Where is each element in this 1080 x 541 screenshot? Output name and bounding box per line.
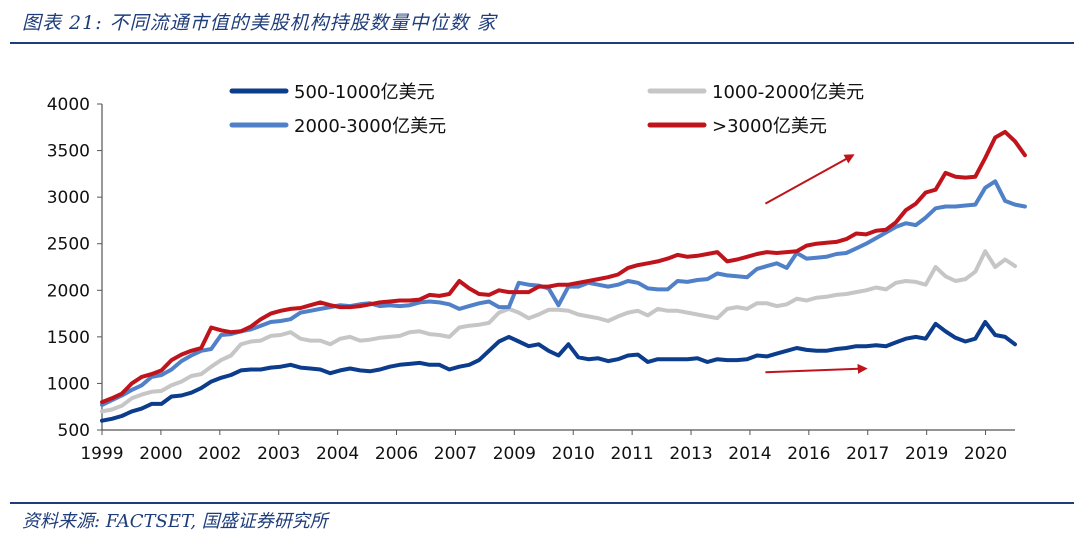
x-tick-label: 2019 [905, 444, 948, 464]
series-line-4 [100, 129, 1027, 405]
x-tick-label: 2014 [728, 444, 771, 464]
x-tick-label: 2011 [610, 444, 653, 464]
legend: 500-1000亿美元 1000-2000亿美元 2000-3000亿美元 >3000… [229, 82, 864, 137]
x-tick-label: 2013 [669, 444, 712, 464]
trend-arrow [765, 363, 868, 374]
y-tick-label: 2000 [47, 281, 90, 301]
chart-axes: 500 1000 1500 2000 2500 3000 3500 4000 1999 2000 2… [47, 95, 1015, 464]
x-tick-label: 2003 [257, 444, 300, 464]
x-tick-label: 2007 [434, 444, 477, 464]
x-tick-label: 2009 [493, 444, 536, 464]
y-tick-label: 1500 [47, 328, 90, 348]
y-tick-label: 2500 [47, 235, 90, 255]
bottom-rule [10, 502, 1074, 504]
x-tick-label: 2016 [787, 444, 830, 464]
source-note: 资料来源: FACTSET, 国盛证券研究所 [22, 511, 328, 532]
annotation-layer [764, 154, 868, 374]
y-tick-label: 1000 [47, 374, 90, 394]
x-tick-label: 2020 [964, 444, 1007, 464]
series-line-3 [100, 179, 1027, 407]
x-tick-label: 2006 [375, 444, 418, 464]
x-tick-label: 2010 [552, 444, 595, 464]
x-tick-label: 2004 [316, 444, 359, 464]
x-tick-label: 2017 [846, 444, 889, 464]
series-layer [100, 129, 1027, 423]
chart-title: 图表 21: 不同流通市值的美股机构持股数量中位数 家 [22, 12, 497, 34]
y-tick-label: 3500 [47, 142, 90, 162]
x-tick-label: 2002 [198, 444, 241, 464]
legend-label: 500-1000亿美元 [294, 82, 435, 103]
series-line-2 [100, 249, 1017, 414]
legend-label: >3000亿美元 [712, 116, 827, 137]
legend-label: 1000-2000亿美元 [712, 82, 864, 103]
trend-arrow [764, 154, 855, 205]
x-tick-label: 1999 [80, 444, 123, 464]
y-tick-label: 500 [58, 421, 90, 441]
series-line-1 [100, 320, 1017, 423]
top-rule [10, 42, 1074, 44]
x-tick-label: 2000 [139, 444, 182, 464]
y-tick-label: 3000 [47, 188, 90, 208]
y-tick-label: 4000 [47, 95, 90, 115]
legend-label: 2000-3000亿美元 [294, 116, 446, 137]
